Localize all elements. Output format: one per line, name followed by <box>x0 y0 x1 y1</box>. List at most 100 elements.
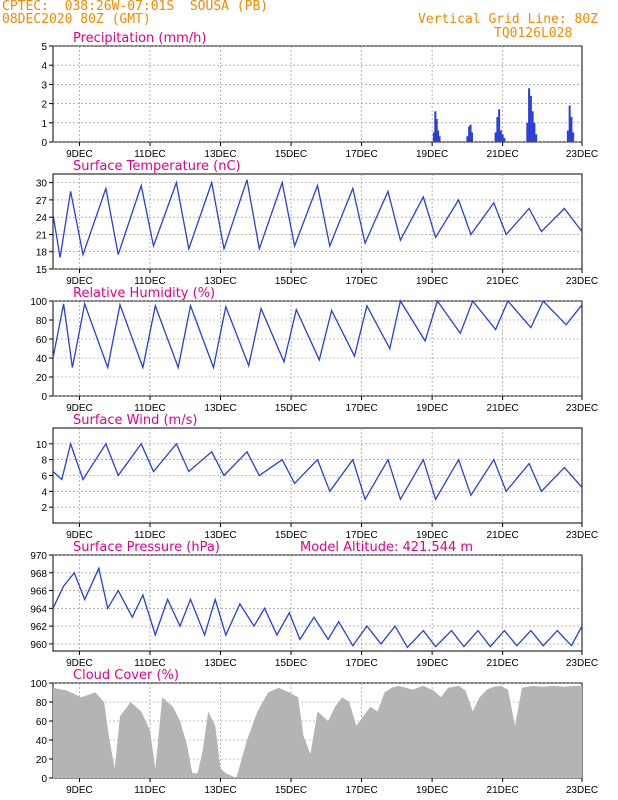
header-date: 08DEC2020 80Z (GMT) <box>2 12 151 27</box>
y-tick-label: 27 <box>36 196 48 207</box>
x-tick-label: 19DEC <box>416 276 448 287</box>
precip-bar <box>570 117 573 142</box>
y-tick-label: 100 <box>30 679 47 690</box>
y-tick-label: 2 <box>41 503 47 514</box>
header-station: CPTEC: 038:26W-07:01S SOUSA (PB) <box>2 0 269 14</box>
y-tick-label: 962 <box>30 622 47 633</box>
panel-title: Surface Pressure (hPa) <box>73 540 220 555</box>
y-tick-label: 80 <box>36 698 48 709</box>
precip-bar <box>572 132 575 142</box>
precip-bar <box>499 130 502 142</box>
y-tick-label: 60 <box>36 335 48 346</box>
x-tick-label: 9DEC <box>66 530 93 541</box>
y-tick-label: 6 <box>41 472 47 483</box>
panel-title: Relative Humidity (%) <box>73 286 215 301</box>
precip-bar <box>432 132 435 142</box>
y-tick-label: 4 <box>41 61 47 72</box>
precip-bar <box>434 111 437 142</box>
x-tick-label: 11DEC <box>134 403 166 414</box>
y-tick-label: 964 <box>30 604 47 615</box>
panel-title: Surface Wind (m/s) <box>73 413 197 428</box>
precip-bar <box>568 105 571 142</box>
precip-bar <box>503 138 506 142</box>
precip-bar <box>531 111 534 142</box>
y-tick-label: 968 <box>30 569 47 580</box>
y-tick-label: 4 <box>41 487 47 498</box>
x-tick-label: 17DEC <box>345 276 377 287</box>
x-tick-label: 13DEC <box>204 276 236 287</box>
y-tick-label: 1 <box>41 119 47 130</box>
precip-bar <box>466 136 469 142</box>
header-grid-line: Vertical Grid Line: 80Z <box>418 12 599 27</box>
header-model: TQ0126L028 <box>494 26 573 41</box>
precip-bar <box>468 126 471 142</box>
cloud-area <box>53 685 582 778</box>
x-tick-label: 17DEC <box>345 785 377 796</box>
precip-bar <box>533 122 536 142</box>
x-tick-label: 23DEC <box>566 785 598 796</box>
x-tick-label: 17DEC <box>345 403 377 414</box>
y-tick-label: 970 <box>30 551 47 562</box>
panel-title: Cloud Cover (%) <box>73 668 179 683</box>
precip-bar <box>469 124 472 142</box>
x-tick-label: 11DEC <box>134 785 166 796</box>
y-tick-label: 60 <box>36 717 48 728</box>
panel-title: Precipitation (mm/h) <box>73 31 206 46</box>
y-tick-label: 960 <box>30 640 47 651</box>
x-tick-label: 11DEC <box>134 658 166 669</box>
series-line <box>52 566 583 649</box>
precip-bar <box>498 109 501 142</box>
x-tick-label: 15DEC <box>275 276 307 287</box>
x-tick-label: 13DEC <box>204 658 236 669</box>
x-tick-label: 17DEC <box>345 658 377 669</box>
x-tick-label: 21DEC <box>487 149 519 160</box>
precip-bar <box>496 117 499 142</box>
series-line <box>52 179 583 258</box>
y-tick-label: 80 <box>36 316 48 327</box>
precip-bar <box>470 132 473 142</box>
x-tick-label: 23DEC <box>566 149 598 160</box>
x-tick-label: 19DEC <box>416 530 448 541</box>
y-tick-label: 20 <box>36 755 48 766</box>
y-tick-label: 8 <box>41 456 47 467</box>
x-tick-label: 23DEC <box>566 403 598 414</box>
x-tick-label: 19DEC <box>416 149 448 160</box>
y-tick-label: 0 <box>41 392 47 403</box>
y-tick-label: 10 <box>36 440 48 451</box>
y-tick-label: 0 <box>41 774 47 785</box>
x-tick-label: 15DEC <box>275 149 307 160</box>
y-tick-label: 21 <box>36 230 48 241</box>
precip-bar <box>566 130 569 142</box>
x-tick-label: 11DEC <box>134 530 166 541</box>
x-tick-label: 21DEC <box>487 530 519 541</box>
panel-title: Surface Temperature (nC) <box>73 159 241 174</box>
x-tick-label: 9DEC <box>66 658 93 669</box>
precip-bar <box>535 134 538 142</box>
x-tick-label: 21DEC <box>487 658 519 669</box>
x-tick-label: 15DEC <box>275 530 307 541</box>
x-tick-label: 15DEC <box>275 658 307 669</box>
x-tick-label: 19DEC <box>416 658 448 669</box>
y-tick-label: 40 <box>36 354 48 365</box>
series-line <box>52 441 583 501</box>
x-tick-label: 9DEC <box>66 403 93 414</box>
x-tick-label: 17DEC <box>345 149 377 160</box>
x-tick-label: 15DEC <box>275 403 307 414</box>
precip-bar <box>529 95 532 142</box>
series-line <box>52 299 583 370</box>
x-tick-label: 9DEC <box>66 785 93 796</box>
x-tick-label: 9DEC <box>66 276 93 287</box>
x-tick-label: 21DEC <box>487 403 519 414</box>
x-tick-label: 11DEC <box>134 149 166 160</box>
x-tick-label: 19DEC <box>416 785 448 796</box>
x-tick-label: 9DEC <box>66 149 93 160</box>
y-tick-label: 3 <box>41 80 47 91</box>
x-tick-label: 17DEC <box>345 530 377 541</box>
x-tick-label: 13DEC <box>204 785 236 796</box>
x-tick-label: 21DEC <box>487 276 519 287</box>
y-tick-label: 40 <box>36 736 48 747</box>
panel-subtitle: Model Altitude: 421.544 m <box>300 540 473 555</box>
x-tick-label: 23DEC <box>566 658 598 669</box>
y-tick-label: 0 <box>41 138 47 149</box>
